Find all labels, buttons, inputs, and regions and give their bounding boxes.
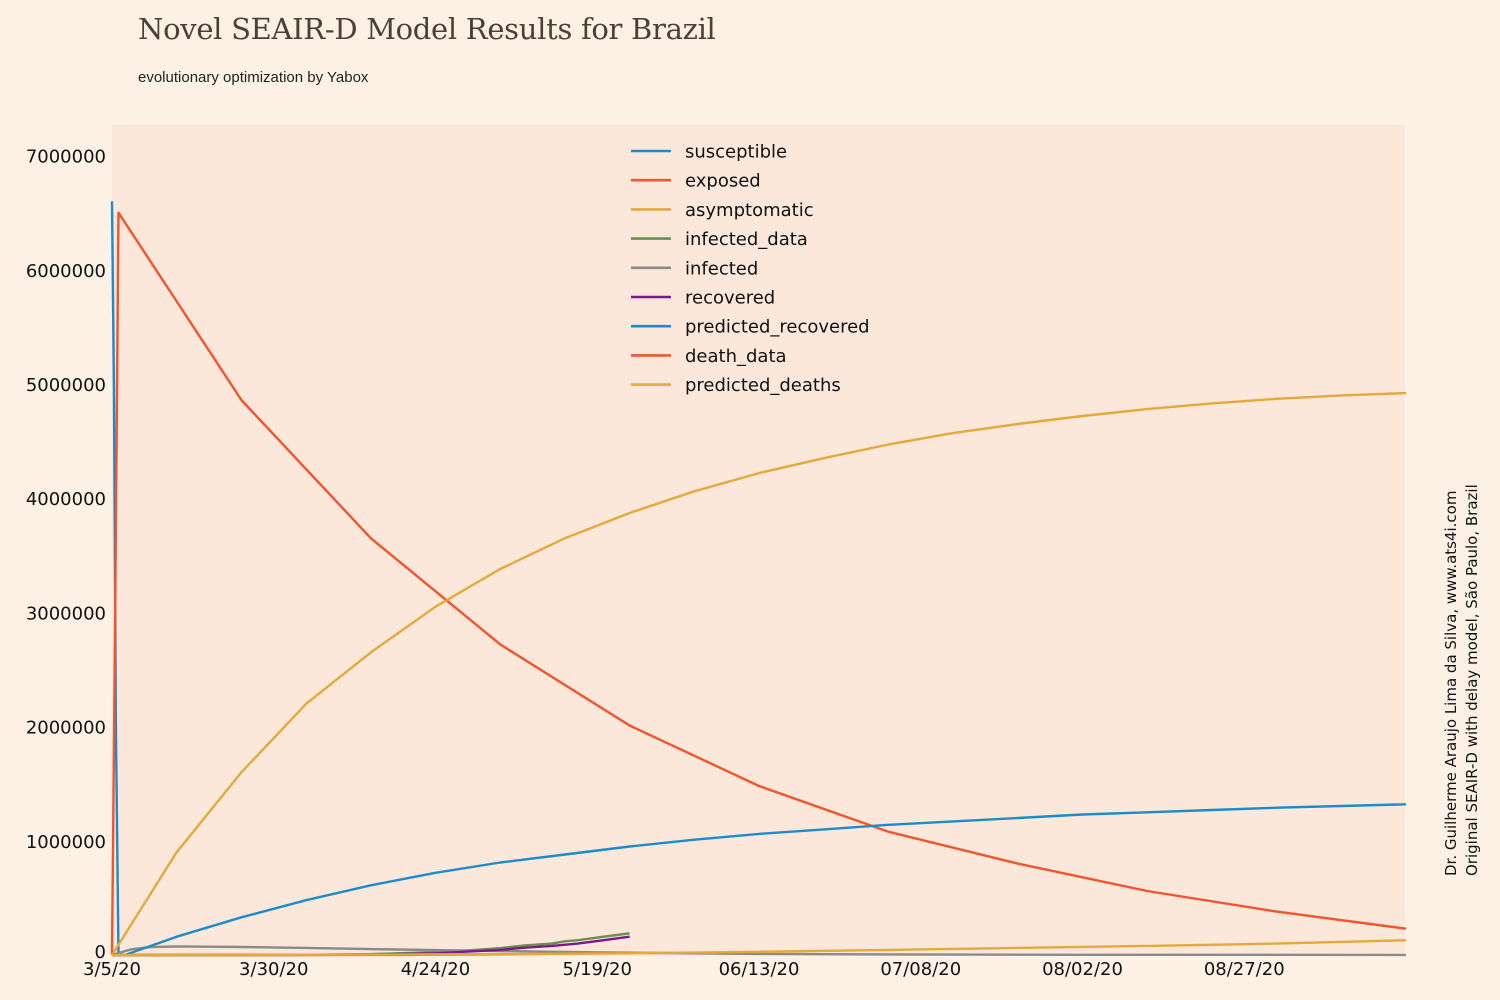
legend-label-asymptomatic: asymptomatic (685, 200, 814, 221)
legend-label-recovered: recovered (685, 288, 775, 309)
x-tick-label: 08/02/20 (1042, 959, 1123, 980)
credit-line-1: Dr. Guilherme Araujo Lima da Silva, www.… (1442, 490, 1460, 876)
y-tick-label: 3000000 (26, 603, 106, 624)
plot-area-background (112, 125, 1405, 956)
legend-label-infected: infected (685, 258, 758, 279)
series-line-predicted-recovered (112, 803, 1407, 957)
y-tick-label: 7000000 (26, 147, 106, 168)
y-tick-label: 4000000 (26, 489, 106, 510)
series-line-exposed (110, 211, 1407, 956)
x-tick-label: 3/30/20 (239, 959, 308, 980)
legend-label-predicted-deaths: predicted_deaths (685, 375, 841, 396)
legend-label-susceptible: susceptible (685, 142, 787, 163)
legend-label-exposed: exposed (685, 171, 761, 192)
y-tick-label: 6000000 (26, 261, 106, 282)
series-line-infected (111, 945, 1407, 957)
series-line-asymptomatic (110, 391, 1407, 956)
x-tick-label: 08/27/20 (1204, 959, 1285, 980)
x-tick-label: 06/13/20 (719, 959, 800, 980)
legend-label-death-data: death_data (685, 346, 787, 367)
legend: susceptible exposed asymptomatic infected_d… (631, 142, 870, 396)
chart-subtitle: evolutionary optimization by Yabox (138, 69, 369, 86)
y-tick-label: 1000000 (26, 832, 106, 853)
x-tick-label: 4/24/20 (401, 959, 470, 980)
y-tick-label: 0 (95, 942, 106, 963)
y-axis-ticks: 0 1000000 2000000 3000000 4000000 5000000 6000… (26, 147, 106, 963)
x-axis-ticks: 3/5/20 3/30/20 4/24/20 5/19/20 06/13/20 07/08… (83, 959, 1285, 980)
author-credit: Dr. Guilherme Araujo Lima da Silva, www.… (1441, 484, 1483, 876)
legend-label-infected-data: infected_data (685, 229, 808, 250)
x-tick-label: 3/5/20 (83, 959, 141, 980)
x-tick-label: 5/19/20 (563, 959, 632, 980)
y-tick-label: 2000000 (26, 718, 106, 739)
y-tick-label: 5000000 (26, 375, 106, 396)
credit-line-2: Original SEAIR-D with delay model, São P… (1463, 484, 1481, 876)
chart-title: Novel SEAIR-D Model Results for Brazil (138, 12, 716, 46)
series-line-predicted-deaths (111, 939, 1407, 957)
x-tick-label: 07/08/20 (880, 959, 961, 980)
legend-label-predicted-recovered: predicted_recovered (685, 317, 870, 338)
series-layer (110, 201, 1407, 957)
